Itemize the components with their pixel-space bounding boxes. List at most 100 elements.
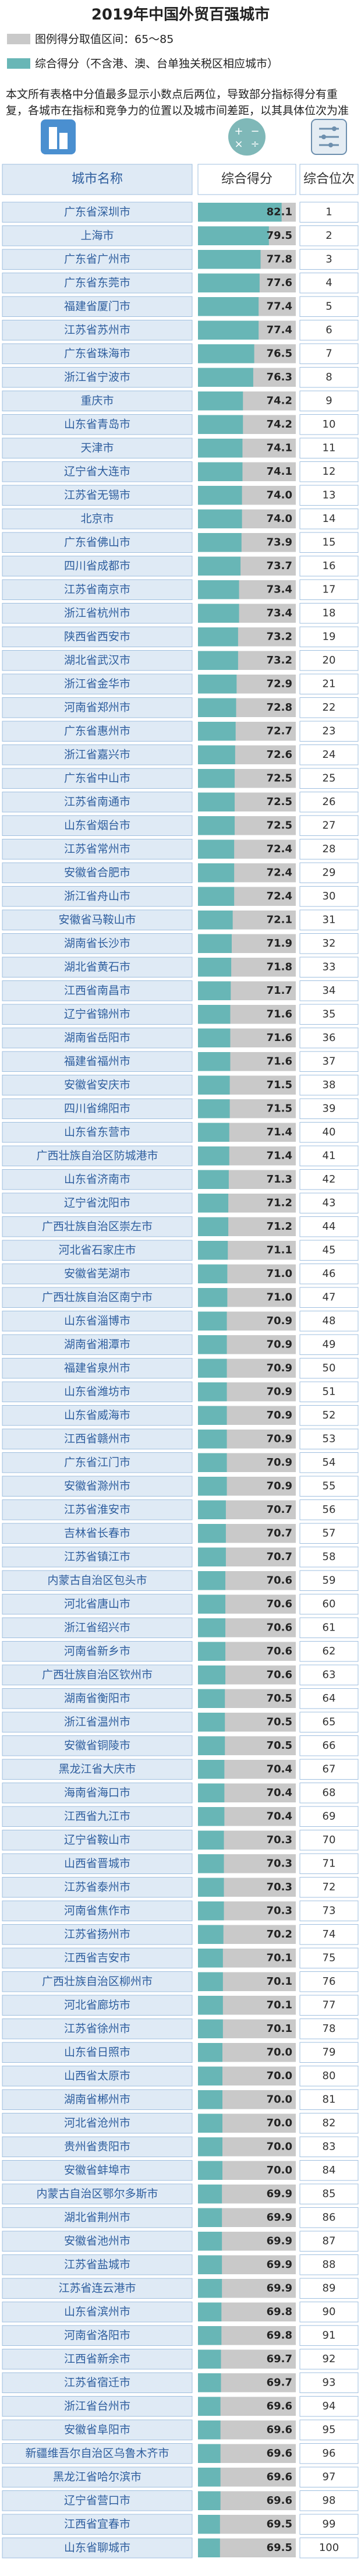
rank-cell <box>299 1947 359 1968</box>
rank-cell <box>299 1570 359 1591</box>
name-cell <box>2 296 193 317</box>
score-bar <box>198 2326 222 2345</box>
rank: 35 <box>323 1008 336 1020</box>
rank-cell <box>299 768 359 789</box>
rank: 34 <box>323 984 336 997</box>
rank: 75 <box>323 1952 336 1964</box>
city-name: 河南省新乡市 <box>64 1645 130 1657</box>
rank: 71 <box>323 1857 336 1869</box>
name-cell <box>2 886 193 907</box>
rank: 13 <box>323 489 336 501</box>
city-name: 福建省泉州市 <box>64 1361 130 1374</box>
city-name: 贵州省贵阳市 <box>64 2140 130 2153</box>
name-cell <box>2 1004 193 1025</box>
score-label: 69.5 <box>267 2542 292 2554</box>
score-bar <box>198 486 242 505</box>
score-bar <box>198 1264 228 1283</box>
rank: 74 <box>323 1928 336 1940</box>
rank-cell <box>299 1264 359 1285</box>
score-bar <box>198 2420 221 2440</box>
score-bar <box>198 2185 222 2204</box>
rank: 69 <box>323 1810 336 1822</box>
rank: 19 <box>323 630 336 643</box>
city-name: 江苏省南京市 <box>64 583 130 596</box>
city-name: 河南省郑州市 <box>64 701 130 714</box>
score-label: 72.4 <box>267 866 292 878</box>
rank: 41 <box>323 1149 336 1162</box>
name-cell <box>2 815 193 836</box>
score-bar <box>198 887 235 906</box>
score-label: 69.8 <box>267 2306 292 2318</box>
rank-cell <box>299 367 359 388</box>
rank-cell <box>299 2113 359 2134</box>
score-label: 70.6 <box>267 1574 292 1586</box>
rank: 78 <box>323 2023 336 2035</box>
score-label: 76.5 <box>267 347 292 359</box>
rank: 30 <box>323 890 336 902</box>
score-label: 70.3 <box>267 1834 292 1846</box>
rank-cell <box>299 1122 359 1143</box>
score-label: 70.0 <box>267 2140 292 2152</box>
name-cell <box>2 1688 193 1709</box>
rank: 11 <box>323 442 336 454</box>
score-bar <box>198 2043 222 2062</box>
name-cell <box>2 509 193 530</box>
rank-cell <box>299 1145 359 1166</box>
city-name: 天津市 <box>80 442 114 454</box>
score-bar <box>198 1052 231 1071</box>
name-cell <box>2 1145 193 1166</box>
score-label: 71.4 <box>267 1149 292 1162</box>
name-cell <box>2 1476 193 1497</box>
city-name: 黑龙江省哈尔滨市 <box>53 2471 141 2483</box>
name-cell <box>2 1098 193 1119</box>
name-cell <box>2 1169 193 1190</box>
name-cell <box>2 1358 193 1379</box>
city-name: 陕西省西安市 <box>64 630 130 643</box>
rank: 57 <box>323 1527 336 1539</box>
score-label: 69.5 <box>267 2518 292 2530</box>
name-cell <box>2 2325 193 2346</box>
city-name: 浙江省台州市 <box>64 2399 130 2412</box>
rank-cell <box>299 815 359 836</box>
rank-cell <box>299 1735 359 1756</box>
score-label: 70.9 <box>267 1432 292 1445</box>
score-bar <box>198 2066 222 2085</box>
rank: 49 <box>323 1338 336 1350</box>
score-label: 70.6 <box>267 1598 292 1610</box>
name-cell <box>2 2372 193 2393</box>
score-bar <box>198 1830 224 1850</box>
name-cell <box>2 485 193 506</box>
name-cell <box>2 744 193 765</box>
rank: 28 <box>323 843 336 855</box>
rank-cell <box>299 862 359 883</box>
name-cell <box>2 957 193 978</box>
rank-cell <box>299 744 359 765</box>
city-icon <box>41 119 76 154</box>
rank: 59 <box>323 1574 336 1586</box>
score-label: 70.7 <box>267 1527 292 1539</box>
score-label: 70.3 <box>267 1881 292 1893</box>
rank-cell <box>299 1358 359 1379</box>
rank-cell <box>299 2466 359 2487</box>
rank: 1 <box>325 206 332 218</box>
rank: 98 <box>323 2494 336 2507</box>
rank-cell <box>299 1712 359 1732</box>
score-label: 69.9 <box>267 2235 292 2247</box>
score-bar <box>198 863 235 883</box>
name-cell <box>2 673 193 694</box>
score-bar <box>198 273 260 292</box>
rank: 46 <box>323 1268 336 1280</box>
city-name: 山东省济南市 <box>64 1173 130 1185</box>
name-cell <box>2 2514 193 2535</box>
name-cell <box>2 1995 193 2016</box>
score-bar <box>198 1170 229 1189</box>
rank-cell <box>299 485 359 506</box>
city-name: 山东省聊城市 <box>64 2541 130 2554</box>
rank: 37 <box>323 1055 336 1067</box>
score-bar <box>198 556 241 576</box>
score-label: 69.8 <box>267 2329 292 2341</box>
rank-cell <box>299 1688 359 1709</box>
rank-cell <box>299 1924 359 1945</box>
score-label: 70.6 <box>267 1621 292 1633</box>
